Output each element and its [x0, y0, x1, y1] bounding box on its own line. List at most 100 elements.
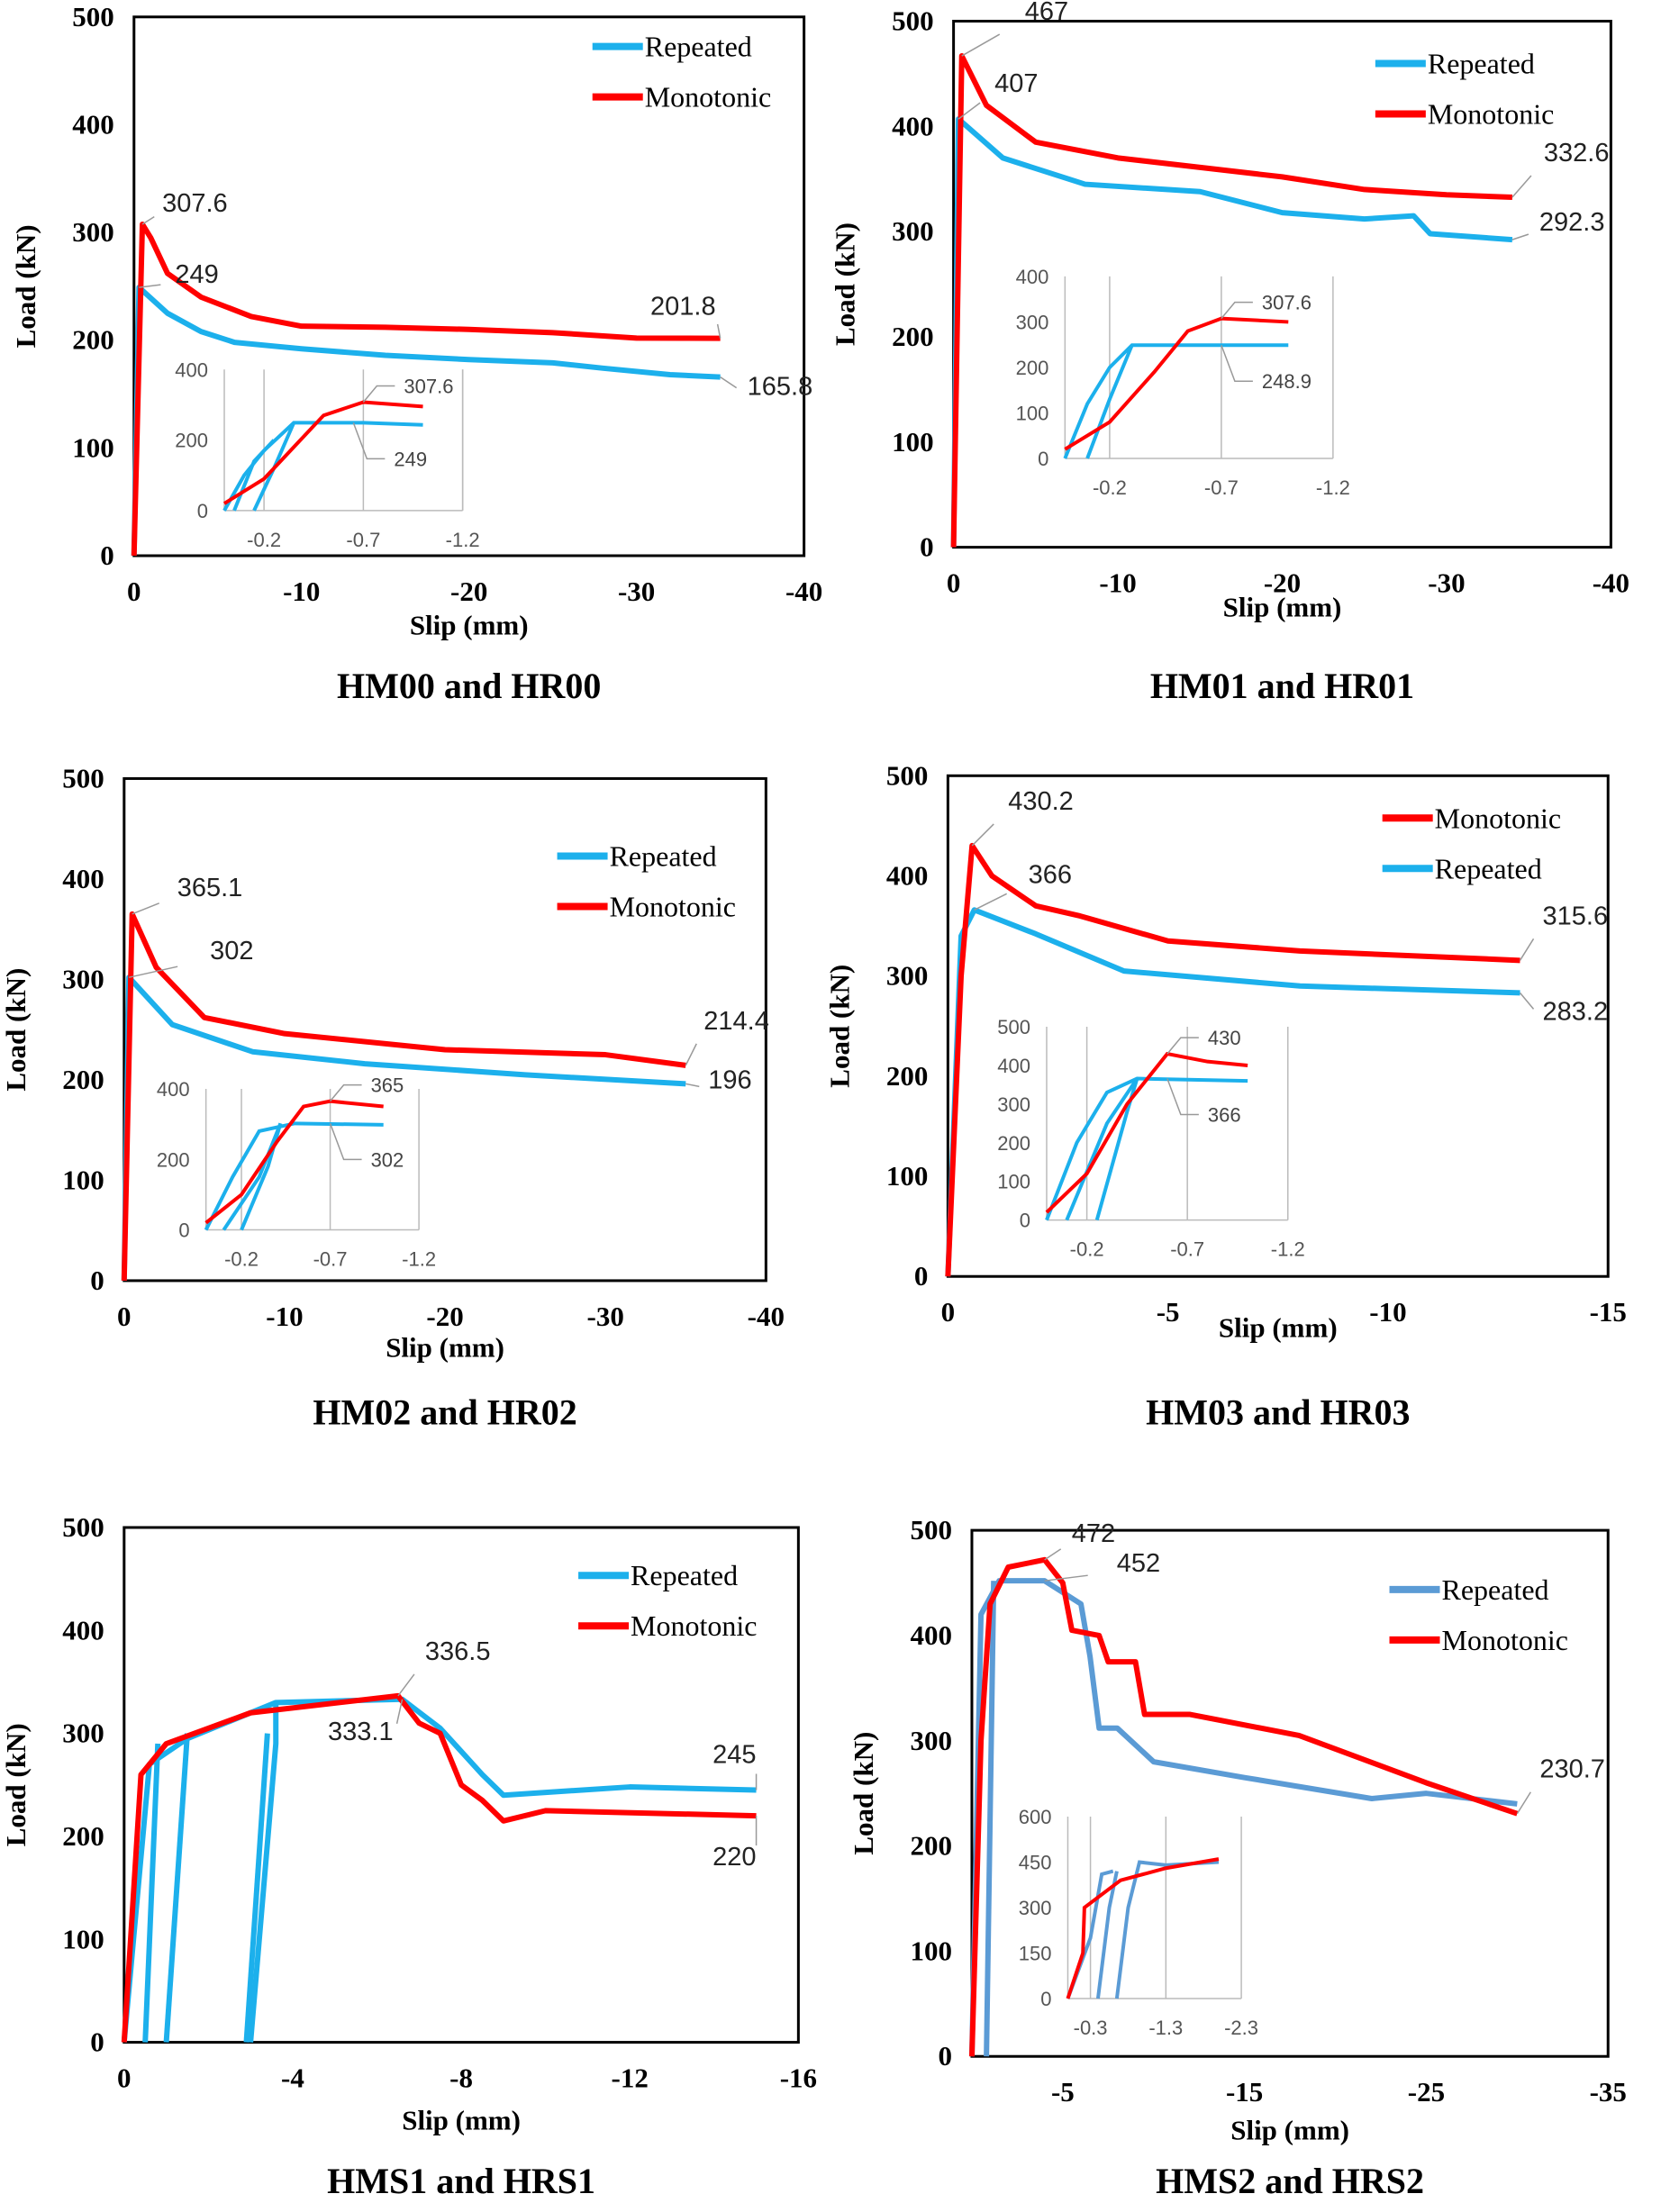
y-tick-label: 100	[72, 431, 114, 463]
y-tick-label: 200	[892, 321, 934, 352]
annotation-leader	[716, 323, 722, 339]
plot-frame	[946, 774, 1610, 1278]
x-tick-label: -15	[1590, 1296, 1627, 1328]
y-tick-label: 400	[910, 1619, 952, 1651]
inset-annotation-leader	[329, 1083, 362, 1102]
inset-y-tick-label: 0	[1020, 1210, 1030, 1232]
y-tick-label: 200	[72, 324, 114, 356]
series-line-monotonic	[968, 1556, 1519, 2057]
inset-x-tick-label: -1.2	[402, 1248, 436, 1271]
inset-y-tick-label: 0	[197, 500, 208, 522]
inset-y-tick-label: 0	[1040, 1988, 1051, 2010]
inset-y-tick-label: 100	[997, 1171, 1030, 1193]
chart-title: HM00 and HR00	[337, 666, 601, 706]
inset-annotation-leader	[1221, 301, 1253, 320]
series-line-monotonic	[121, 1692, 757, 2043]
y-tick-label: 200	[910, 1830, 952, 1862]
x-tick-label: -10	[1369, 1296, 1406, 1328]
data-label: 333.1	[328, 1718, 394, 1746]
inset-y-tick-label: 300	[1019, 1897, 1052, 1919]
y-tick-label: 400	[892, 110, 934, 141]
annotation-leader	[1511, 233, 1529, 240]
inset-series-line	[1065, 1077, 1139, 1221]
legend-label: Repeated	[1442, 1573, 1549, 1606]
inset-chart: 0 100 200 300 400 500 -0.2 -0.7 -1.2 430 366	[997, 1016, 1304, 1261]
inset-annotation-leader	[1166, 1037, 1199, 1055]
data-label: 472	[1072, 1519, 1115, 1548]
chart-panel-5: 0 100 200 300 400 500 0 -4 -8 -12 -16 Slip (mm) Load…	[0, 1511, 817, 2201]
inset-series-line	[222, 400, 423, 505]
inset-y-tick-label: 400	[1016, 266, 1049, 288]
y-tick-label: 200	[62, 1820, 104, 1852]
annotation-leader	[971, 823, 994, 847]
legend-label: Monotonic	[631, 1609, 757, 1642]
y-axis-label: Load (kN)	[10, 224, 41, 348]
series-line-monotonic	[950, 53, 1513, 548]
inset-x-tick-label: -0.3	[1074, 2017, 1108, 2039]
legend-label: Monotonic	[1435, 802, 1561, 834]
plot-frame	[123, 1526, 800, 2044]
y-tick-label: 300	[72, 216, 114, 248]
inset-x-tick-label: -0.2	[224, 1248, 259, 1271]
x-tick-label: -40	[785, 576, 822, 607]
series-line-monotonic	[945, 842, 1520, 1277]
x-tick-label: -10	[283, 576, 320, 607]
y-tick-label: 300	[62, 963, 104, 994]
y-tick-label: 100	[62, 1164, 104, 1195]
x-tick-label: 0	[117, 2062, 132, 2094]
y-tick-label: 200	[62, 1064, 104, 1095]
data-label: 196	[708, 1065, 751, 1094]
y-tick-label: 0	[90, 1265, 104, 1296]
chart-title: HMS2 and HRS2	[1156, 2161, 1424, 2201]
inset-x-tick-label: -0.7	[313, 1248, 348, 1271]
inset-series-line	[1066, 1857, 1220, 1999]
inset-annotation-leader	[362, 385, 395, 403]
x-tick-label: -30	[1428, 567, 1465, 599]
x-tick-label: -30	[587, 1301, 624, 1332]
series-line-repeated-loop	[142, 1743, 161, 2043]
inset-series-line	[222, 1122, 283, 1231]
inset-x-tick-label: -1.2	[1316, 476, 1350, 499]
data-label: 467	[1025, 0, 1068, 26]
y-tick-label: 500	[910, 1514, 952, 1546]
y-tick-label: 500	[72, 1, 114, 32]
x-tick-label: -20	[426, 1301, 463, 1332]
y-axis-label: Load (kN)	[830, 222, 861, 346]
inset-series-line	[1085, 344, 1134, 459]
inset-annotation-leader	[352, 422, 386, 460]
inset-y-tick-label: 400	[175, 358, 208, 381]
inset-chart: 0 150 300 450 600 -0.3 -1.3 -2.3	[1019, 1806, 1258, 2039]
y-tick-label: 100	[892, 426, 934, 458]
inset-x-tick-label: -0.7	[346, 529, 380, 551]
y-tick-label: 500	[892, 5, 934, 36]
plot-frame	[952, 19, 1612, 549]
legend-label: Repeated	[610, 840, 717, 873]
inset-y-tick-label: 400	[997, 1055, 1030, 1077]
annotation-leader	[720, 376, 738, 389]
inset-annotation-leader	[329, 1123, 362, 1161]
y-tick-label: 400	[62, 1614, 104, 1645]
y-tick-label: 300	[886, 960, 929, 992]
data-label: 201.8	[650, 293, 716, 322]
chart-title: HM01 and HR01	[1150, 666, 1414, 706]
series-line-repeated-loop	[248, 1702, 279, 2043]
x-tick-label: -5	[1051, 2076, 1075, 2108]
series-line-monotonic	[121, 911, 686, 1281]
inset-y-tick-label: 200	[157, 1148, 190, 1171]
inset-y-tick-label: 150	[1019, 1943, 1052, 1965]
inset-data-label: 430	[1208, 1027, 1241, 1049]
annotation-leader	[685, 1043, 697, 1066]
annotation-leader	[128, 965, 178, 978]
y-axis-label: Load (kN)	[0, 968, 32, 1092]
inset-chart: 0 200 400 -0.2 -0.7 -1.2 365 302	[157, 1074, 436, 1271]
series-line-repeated	[121, 975, 686, 1281]
annotation-leader	[961, 33, 1001, 57]
y-tick-label: 500	[62, 762, 104, 793]
y-tick-label: 100	[62, 1923, 104, 1954]
y-tick-label: 500	[62, 1511, 104, 1543]
x-tick-label: -40	[748, 1301, 785, 1332]
x-axis-label: Slip (mm)	[1219, 1312, 1338, 1344]
y-tick-label: 400	[72, 108, 114, 140]
y-tick-label: 300	[892, 215, 934, 247]
inset-annotation-leader	[1166, 1078, 1199, 1116]
